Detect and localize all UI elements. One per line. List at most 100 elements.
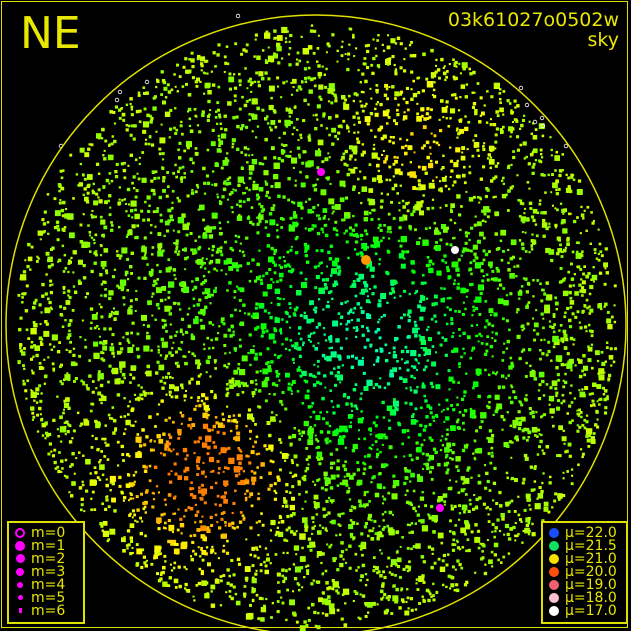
star [205, 174, 209, 178]
star [324, 356, 328, 361]
star [475, 497, 479, 502]
star [491, 337, 494, 340]
star [378, 385, 382, 389]
star [434, 229, 440, 235]
star [272, 204, 276, 207]
star [216, 460, 220, 463]
star [336, 404, 340, 408]
star [551, 325, 555, 330]
star [524, 250, 528, 253]
star [451, 451, 455, 455]
star [322, 507, 326, 511]
star [441, 435, 444, 438]
star [242, 303, 246, 307]
star [134, 195, 138, 199]
star [397, 421, 401, 425]
star [566, 306, 570, 311]
star [295, 251, 299, 255]
star [383, 386, 387, 390]
star [226, 539, 229, 543]
star [232, 333, 235, 337]
star [207, 99, 211, 104]
star [278, 256, 282, 260]
star [134, 236, 137, 240]
star [130, 539, 134, 543]
star [299, 170, 302, 174]
star [141, 393, 144, 396]
star [85, 489, 89, 493]
star [139, 444, 143, 448]
star [532, 135, 538, 140]
star [378, 179, 382, 184]
star [545, 247, 551, 254]
star [312, 521, 315, 524]
star [261, 108, 265, 112]
star [578, 425, 582, 429]
star [406, 350, 410, 354]
star [168, 416, 171, 420]
star [206, 445, 211, 450]
star [408, 453, 412, 457]
star [399, 295, 402, 298]
star [103, 437, 107, 441]
star [143, 236, 147, 240]
star [162, 189, 166, 193]
star [168, 390, 172, 394]
star [123, 198, 126, 201]
star [123, 496, 127, 500]
star [222, 470, 225, 473]
star [393, 63, 396, 67]
star [461, 151, 464, 154]
star [324, 569, 328, 573]
star [302, 341, 305, 344]
star [349, 519, 353, 522]
star [191, 337, 195, 341]
star [414, 334, 418, 338]
star [446, 442, 452, 448]
star [452, 237, 455, 240]
star [165, 393, 168, 396]
star [236, 215, 243, 221]
star [489, 265, 493, 269]
star [607, 324, 613, 330]
star [417, 473, 421, 477]
star [558, 169, 563, 173]
star [429, 152, 432, 155]
star [418, 602, 422, 605]
star [26, 264, 30, 269]
star [505, 377, 508, 380]
star [221, 135, 224, 139]
star [164, 447, 168, 451]
star [109, 475, 116, 482]
star [378, 127, 382, 131]
star [332, 461, 336, 465]
star [336, 428, 339, 431]
star [198, 436, 202, 440]
star [528, 504, 531, 507]
star [318, 262, 322, 265]
star [96, 422, 101, 427]
star [474, 215, 477, 218]
star [453, 61, 457, 65]
star [598, 242, 602, 246]
star [131, 124, 134, 128]
star [363, 455, 367, 458]
star [563, 333, 568, 338]
star [214, 361, 217, 364]
star [306, 572, 309, 575]
star [222, 418, 226, 422]
star [318, 84, 324, 90]
star [449, 530, 452, 533]
star [442, 66, 445, 70]
star [288, 155, 292, 158]
star [192, 549, 195, 553]
star [372, 236, 379, 243]
star [326, 410, 329, 414]
star [110, 310, 114, 314]
star [101, 437, 104, 441]
star [172, 229, 175, 232]
star [291, 434, 297, 439]
star [309, 548, 313, 552]
star [431, 385, 435, 389]
star [282, 298, 285, 301]
